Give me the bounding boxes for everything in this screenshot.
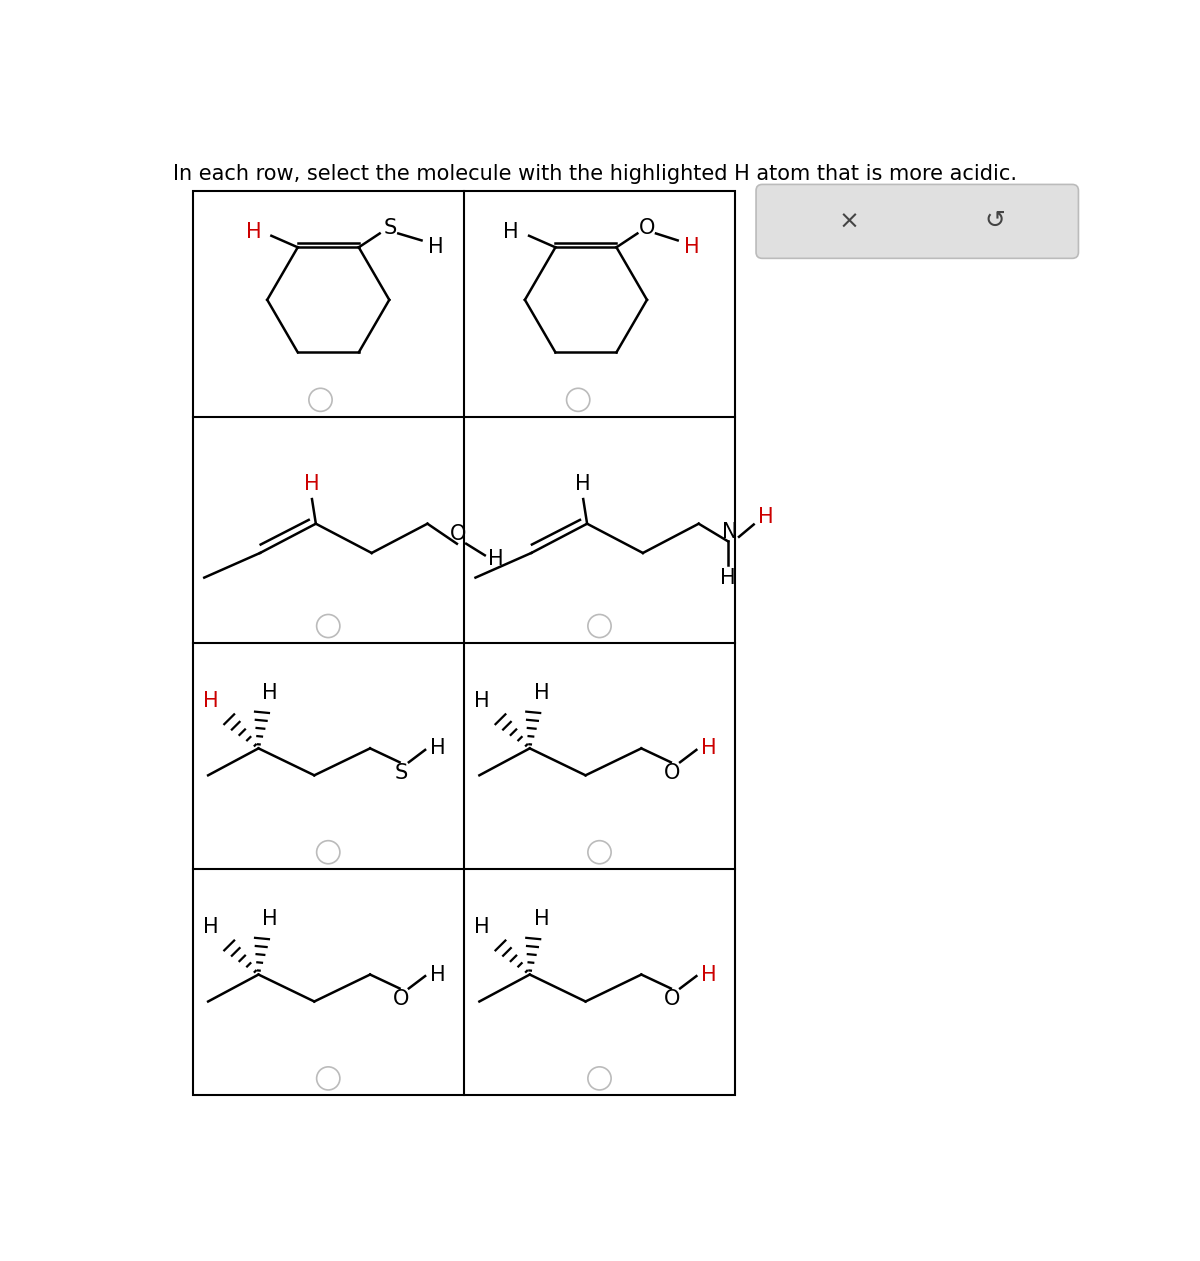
Text: H: H [430,739,445,758]
Text: O: O [664,989,680,1009]
Text: H: H [474,691,490,711]
Text: H: H [474,917,490,937]
Circle shape [308,388,332,411]
Text: H: H [720,567,736,588]
Text: O: O [392,989,409,1009]
Text: H: H [701,739,716,758]
Text: H: H [427,237,443,256]
Circle shape [588,1067,611,1090]
Text: H: H [534,909,550,929]
Text: H: H [504,222,520,242]
Text: N: N [722,522,738,542]
Circle shape [588,841,611,864]
Text: ↺: ↺ [984,209,1006,233]
Text: H: H [263,683,278,702]
Text: H: H [576,474,592,493]
Text: H: H [684,237,700,256]
Text: H: H [488,549,504,569]
Text: H: H [758,507,774,527]
Text: S: S [383,218,396,238]
Text: H: H [534,683,550,702]
Text: H: H [203,917,218,937]
Text: O: O [664,763,680,783]
Text: ×: × [839,209,859,233]
Circle shape [588,614,611,638]
Circle shape [317,614,340,638]
FancyBboxPatch shape [756,184,1079,259]
Text: O: O [640,218,655,238]
Text: S: S [395,763,408,783]
Circle shape [317,1067,340,1090]
Text: H: H [304,474,319,493]
Text: H: H [263,909,278,929]
Circle shape [566,388,590,411]
Text: H: H [430,965,445,985]
Text: O: O [450,523,467,543]
Circle shape [317,841,340,864]
Text: H: H [203,691,218,711]
Text: H: H [246,222,262,242]
Text: H: H [701,965,716,985]
Text: In each row, select the molecule with the highlighted H atom that is more acidic: In each row, select the molecule with th… [173,164,1018,184]
Bar [193,190,736,1096]
